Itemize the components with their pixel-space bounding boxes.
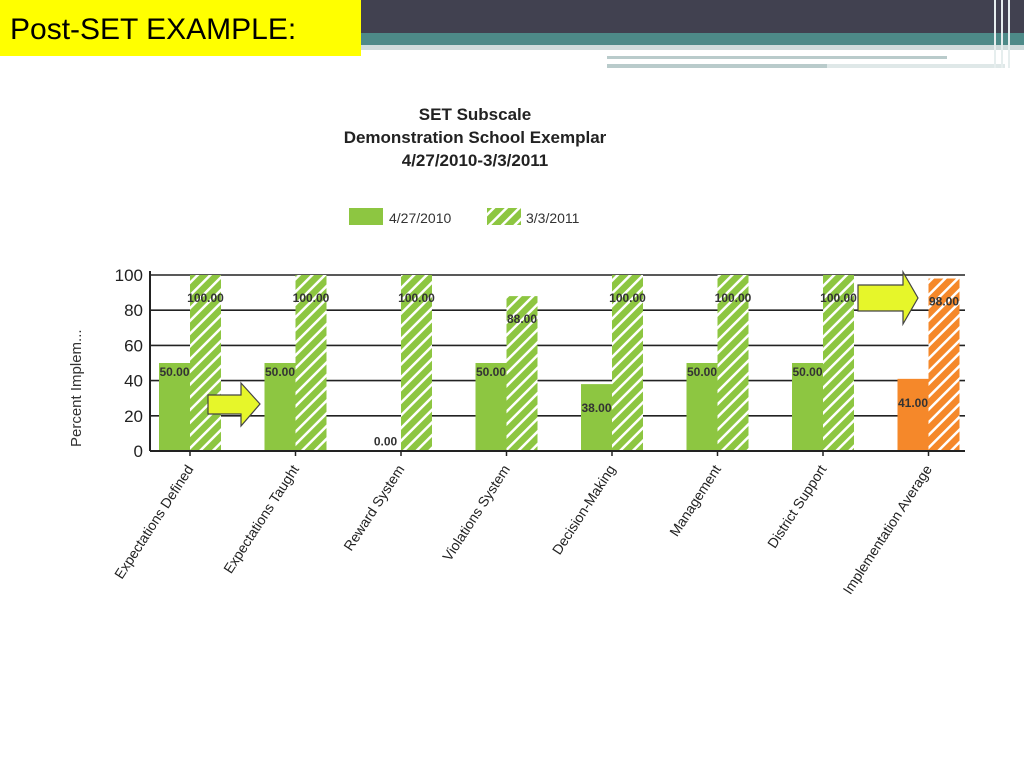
header-band-dark <box>361 0 1024 33</box>
data-label-2011: 100.00 <box>398 291 435 305</box>
slide-title: Post-SET EXAMPLE: <box>0 0 361 56</box>
data-label-2010: 41.00 <box>898 396 928 410</box>
legend-label-2010: 4/27/2010 <box>389 210 451 226</box>
bar-2010 <box>686 363 718 451</box>
data-label-2011: 100.00 <box>715 291 752 305</box>
header-edge-strip <box>1001 0 1003 68</box>
annotation-arrow-expectations-taught <box>207 381 261 428</box>
annotation-arrow-implementation-average <box>857 269 919 327</box>
chart-subtitle: Demonstration School Exemplar <box>343 128 607 147</box>
bar-2010 <box>264 363 296 451</box>
data-label-2011: 98.00 <box>929 295 959 309</box>
chart-title: SET Subscale <box>418 105 532 124</box>
x-category-label: Decision-Making <box>549 462 619 558</box>
data-label-2010: 50.00 <box>687 365 717 379</box>
header-accent-line <box>827 64 1005 68</box>
data-label-2010: 50.00 <box>476 365 506 379</box>
legend-label-2011: 3/3/2011 <box>526 210 580 226</box>
header-edge-strip <box>1008 0 1010 68</box>
bar-2011 <box>717 275 749 451</box>
header-accent-line <box>607 56 947 59</box>
header-band-light <box>361 45 1024 50</box>
x-category-label: Expectations Defined <box>111 462 196 582</box>
chart-legend: 4/27/2010 3/3/2011 <box>349 208 580 226</box>
data-label-2010: 50.00 <box>159 365 189 379</box>
header-accent-line <box>607 64 827 68</box>
data-label-2010: 0.00 <box>374 434 398 448</box>
x-category-label: Reward System <box>340 462 407 554</box>
bar-2011 <box>295 275 327 451</box>
bar-2011 <box>823 275 854 451</box>
y-tick-label: 80 <box>124 301 143 320</box>
legend-swatch-2010 <box>349 208 383 225</box>
bar-2011 <box>612 275 643 451</box>
y-tick-label: 100 <box>115 266 143 285</box>
bar-2011 <box>401 275 432 451</box>
bar-2011 <box>190 275 221 451</box>
chart-date-range: 4/27/2010-3/3/2011 <box>401 151 549 170</box>
legend-swatch-2011 <box>487 208 521 225</box>
bar-2010 <box>475 363 507 451</box>
y-axis-label: Percent Implem... <box>68 329 85 447</box>
data-label-2011: 100.00 <box>293 291 330 305</box>
y-tick-label: 0 <box>134 442 143 461</box>
data-label-2010: 50.00 <box>265 365 295 379</box>
data-label-2011: 100.00 <box>609 291 646 305</box>
bar-2010 <box>581 384 612 451</box>
data-label-2010: 50.00 <box>792 365 822 379</box>
x-category-label: Expectations Taught <box>220 462 302 576</box>
bar-2011 <box>928 278 960 451</box>
y-tick-label: 20 <box>124 407 143 426</box>
bar-2011 <box>506 296 538 451</box>
data-label-2011: 100.00 <box>820 291 857 305</box>
data-label-2011: 100.00 <box>187 291 224 305</box>
bar-2010 <box>897 378 929 451</box>
data-label-2011: 88.00 <box>507 312 537 326</box>
y-tick-label: 40 <box>124 372 143 391</box>
bar-2010 <box>792 363 823 451</box>
bar-2010 <box>159 363 190 451</box>
y-tick-label: 60 <box>124 336 143 355</box>
header-edge-strip <box>994 0 996 68</box>
x-category-label: District Support <box>764 462 830 551</box>
header-band-teal <box>361 33 1024 45</box>
x-category-label: Violations System <box>439 462 513 564</box>
x-category-label: Management <box>666 462 724 539</box>
x-category-label: Implementation Average <box>840 462 936 597</box>
data-label-2010: 38.00 <box>581 401 611 415</box>
